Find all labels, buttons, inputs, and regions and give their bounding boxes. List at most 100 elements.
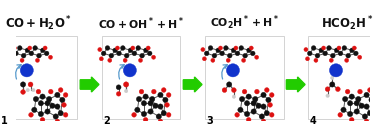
Circle shape xyxy=(14,51,18,56)
Circle shape xyxy=(60,97,65,103)
Circle shape xyxy=(46,96,52,102)
Circle shape xyxy=(256,103,261,108)
Circle shape xyxy=(21,53,26,58)
Circle shape xyxy=(124,89,128,93)
Circle shape xyxy=(124,82,129,87)
Circle shape xyxy=(148,109,153,114)
Circle shape xyxy=(44,51,49,56)
Circle shape xyxy=(251,101,256,106)
Text: $\mathbf{CO_2H^*+H^*}$: $\mathbf{CO_2H^*+H^*}$ xyxy=(209,14,279,33)
Circle shape xyxy=(33,46,37,50)
Circle shape xyxy=(238,107,243,113)
Circle shape xyxy=(158,92,163,98)
Circle shape xyxy=(245,101,249,106)
Text: 1: 1 xyxy=(0,116,7,126)
Circle shape xyxy=(345,89,350,94)
Circle shape xyxy=(165,103,169,107)
Circle shape xyxy=(246,94,251,99)
Circle shape xyxy=(123,64,136,77)
Circle shape xyxy=(36,89,41,94)
Circle shape xyxy=(349,118,354,122)
Circle shape xyxy=(20,58,24,62)
Circle shape xyxy=(367,110,373,116)
Circle shape xyxy=(208,46,213,50)
Circle shape xyxy=(218,46,223,50)
Circle shape xyxy=(108,58,112,62)
Circle shape xyxy=(359,103,364,108)
Circle shape xyxy=(55,119,60,124)
Circle shape xyxy=(239,96,245,102)
Circle shape xyxy=(259,114,265,119)
Circle shape xyxy=(113,48,118,53)
Circle shape xyxy=(325,87,330,92)
Circle shape xyxy=(347,111,353,117)
Circle shape xyxy=(346,53,350,58)
Circle shape xyxy=(128,48,133,53)
Circle shape xyxy=(367,88,372,92)
Circle shape xyxy=(143,118,148,122)
Circle shape xyxy=(307,51,312,56)
Circle shape xyxy=(242,89,247,94)
Circle shape xyxy=(132,51,137,56)
Circle shape xyxy=(330,53,335,58)
Circle shape xyxy=(251,51,255,56)
Circle shape xyxy=(264,110,270,116)
Circle shape xyxy=(226,58,230,62)
Circle shape xyxy=(337,46,341,50)
Circle shape xyxy=(152,55,156,59)
Circle shape xyxy=(116,85,121,90)
Circle shape xyxy=(253,96,258,102)
FancyArrow shape xyxy=(183,77,202,92)
Circle shape xyxy=(29,51,34,56)
Circle shape xyxy=(115,46,119,50)
Circle shape xyxy=(251,109,256,114)
FancyArrow shape xyxy=(80,77,99,92)
Bar xyxy=(102,36,180,119)
Circle shape xyxy=(356,96,361,102)
Circle shape xyxy=(139,89,144,94)
Circle shape xyxy=(109,53,114,58)
Circle shape xyxy=(220,51,225,56)
Circle shape xyxy=(20,64,33,77)
Circle shape xyxy=(101,51,106,56)
Circle shape xyxy=(138,58,143,62)
Circle shape xyxy=(131,46,135,50)
Circle shape xyxy=(161,88,166,92)
Circle shape xyxy=(245,111,249,117)
Circle shape xyxy=(53,114,58,119)
Circle shape xyxy=(354,109,359,114)
Circle shape xyxy=(350,48,354,53)
Circle shape xyxy=(202,57,206,61)
Circle shape xyxy=(141,101,147,106)
Text: $\mathbf{HCO_2H^*}$: $\mathbf{HCO_2H^*}$ xyxy=(321,14,373,33)
Text: 2: 2 xyxy=(104,116,110,126)
Circle shape xyxy=(148,101,153,106)
Circle shape xyxy=(261,104,266,109)
Circle shape xyxy=(147,51,152,56)
Circle shape xyxy=(10,48,14,53)
Circle shape xyxy=(0,51,3,56)
Text: $\mathbf{CO+H_2O^*}$: $\mathbf{CO+H_2O^*}$ xyxy=(5,14,71,33)
Circle shape xyxy=(349,94,355,99)
Circle shape xyxy=(62,103,66,107)
Circle shape xyxy=(235,51,240,56)
Circle shape xyxy=(135,107,140,113)
Circle shape xyxy=(45,109,50,114)
Circle shape xyxy=(166,93,171,97)
Circle shape xyxy=(336,87,340,92)
Circle shape xyxy=(105,46,110,50)
Circle shape xyxy=(347,101,353,106)
Circle shape xyxy=(48,55,53,59)
Circle shape xyxy=(38,101,43,106)
Circle shape xyxy=(32,107,37,113)
Circle shape xyxy=(352,46,356,50)
Circle shape xyxy=(58,88,63,92)
Circle shape xyxy=(28,46,32,50)
Circle shape xyxy=(123,58,127,62)
Circle shape xyxy=(156,114,161,119)
Circle shape xyxy=(216,48,220,53)
Circle shape xyxy=(358,89,362,94)
Circle shape xyxy=(342,96,348,102)
Bar xyxy=(308,36,378,119)
Circle shape xyxy=(116,92,121,96)
